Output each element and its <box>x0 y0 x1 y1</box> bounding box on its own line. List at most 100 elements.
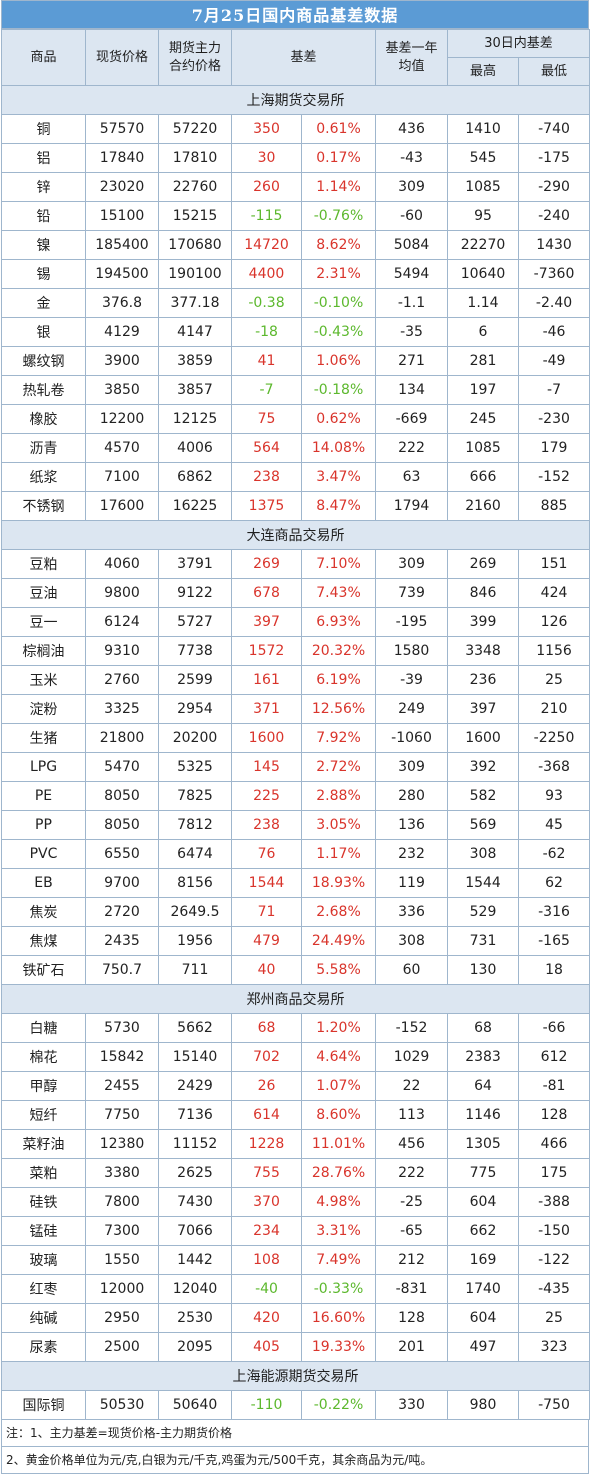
cell-spot: 2720 <box>85 897 159 927</box>
cell-spot: 7750 <box>85 1100 159 1130</box>
table-row: 纸浆 7100 6862 238 3.47% 63 666 -152 <box>1 462 590 492</box>
cell-name: PE <box>1 781 86 811</box>
cell-name: 淀粉 <box>1 694 86 724</box>
cell-spot: 4570 <box>85 433 159 463</box>
table-row: 锡 194500 190100 4400 2.31% 5494 10640 -7360 <box>1 259 590 289</box>
section-title: 大连商品交易所 <box>0 520 590 550</box>
cell-avg: 309 <box>375 752 449 782</box>
cell-high: 308 <box>447 839 520 869</box>
cell-name: 螺纹钢 <box>1 346 86 376</box>
cell-basis: 225 <box>231 781 302 811</box>
cell-low: -368 <box>518 752 590 782</box>
cell-avg: -831 <box>375 1274 449 1304</box>
cell-futures: 5727 <box>158 607 232 637</box>
cell-avg: -1.1 <box>375 288 449 318</box>
cell-futures: 2625 <box>158 1158 232 1188</box>
cell-low: 25 <box>518 1303 590 1333</box>
cell-futures: 2429 <box>158 1071 232 1101</box>
cell-avg: -25 <box>375 1187 449 1217</box>
cell-spot: 2950 <box>85 1303 159 1333</box>
cell-spot: 9800 <box>85 578 159 608</box>
cell-high: 1740 <box>447 1274 520 1304</box>
cell-avg: 5494 <box>375 259 449 289</box>
cell-name: 尿素 <box>1 1332 86 1362</box>
cell-high: 2160 <box>447 491 520 521</box>
cell-high: 245 <box>447 404 520 434</box>
cell-high: 1085 <box>447 172 520 202</box>
table-row: 热轧卷 3850 3857 -7 -0.18% 134 197 -7 <box>1 375 590 405</box>
cell-spot: 376.8 <box>85 288 159 318</box>
cell-futures: 12040 <box>158 1274 232 1304</box>
cell-avg: 436 <box>375 114 449 144</box>
cell-basis: -115 <box>231 201 302 231</box>
cell-pct: 1.06% <box>300 346 377 376</box>
cell-name: LPG <box>1 752 86 782</box>
cell-low: -46 <box>518 317 590 347</box>
cell-futures: 16225 <box>158 491 232 521</box>
column-header-avg: 基差一年 均值 <box>375 29 449 86</box>
cell-low: 885 <box>518 491 590 521</box>
cell-spot: 2455 <box>85 1071 159 1101</box>
cell-futures: 6474 <box>158 839 232 869</box>
section-title: 上海期货交易所 <box>0 85 590 115</box>
cell-pct: 19.33% <box>300 1332 377 1362</box>
table-row: 短纤 7750 7136 614 8.60% 113 1146 128 <box>1 1100 590 1130</box>
cell-high: 68 <box>447 1013 520 1043</box>
cell-futures: 377.18 <box>158 288 232 318</box>
cell-avg: 136 <box>375 810 449 840</box>
section-title: 上海能源期货交易所 <box>0 1361 590 1391</box>
cell-name: PP <box>1 810 86 840</box>
cell-avg: 63 <box>375 462 449 492</box>
cell-pct: 24.49% <box>300 926 377 956</box>
cell-spot: 5730 <box>85 1013 159 1043</box>
cell-high: 22270 <box>447 230 520 260</box>
cell-basis: 30 <box>231 143 302 173</box>
cell-low: 128 <box>518 1100 590 1130</box>
cell-name: 豆粕 <box>1 549 86 579</box>
cell-basis: 1228 <box>231 1129 302 1159</box>
cell-high: 980 <box>447 1390 520 1420</box>
cell-low: 18 <box>518 955 590 985</box>
cell-futures: 6862 <box>158 462 232 492</box>
cell-avg: 739 <box>375 578 449 608</box>
cell-basis: 479 <box>231 926 302 956</box>
cell-high: 582 <box>447 781 520 811</box>
cell-low: 210 <box>518 694 590 724</box>
cell-pct: 28.76% <box>300 1158 377 1188</box>
table-row: 国际铜 50530 50640 -110 -0.22% 330 980 -750 <box>1 1390 590 1420</box>
cell-basis: 1572 <box>231 636 302 666</box>
cell-futures: 190100 <box>158 259 232 289</box>
cell-high: 604 <box>447 1303 520 1333</box>
cell-futures: 1956 <box>158 926 232 956</box>
cell-low: -316 <box>518 897 590 927</box>
cell-basis: 678 <box>231 578 302 608</box>
table-row: 铁矿石 750.7 711 40 5.58% 60 130 18 <box>1 955 590 985</box>
table-row: 豆油 9800 9122 678 7.43% 739 846 424 <box>1 578 590 608</box>
cell-name: 纸浆 <box>1 462 86 492</box>
table-row: 不锈钢 17600 16225 1375 8.47% 1794 2160 885 <box>1 491 590 521</box>
table-row: 螺纹钢 3900 3859 41 1.06% 271 281 -49 <box>1 346 590 376</box>
cell-futures: 4006 <box>158 433 232 463</box>
cell-low: -165 <box>518 926 590 956</box>
cell-high: 130 <box>447 955 520 985</box>
cell-futures: 7738 <box>158 636 232 666</box>
cell-high: 281 <box>447 346 520 376</box>
footnote-1: 注：1、主力基差=现货价格-主力期货价格 <box>1 1420 589 1447</box>
cell-spot: 9700 <box>85 868 159 898</box>
cell-spot: 5470 <box>85 752 159 782</box>
cell-avg: -35 <box>375 317 449 347</box>
cell-name: 焦煤 <box>1 926 86 956</box>
cell-low: -7 <box>518 375 590 405</box>
cell-pct: 7.49% <box>300 1245 377 1275</box>
cell-futures: 711 <box>158 955 232 985</box>
cell-name: 锰硅 <box>1 1216 86 1246</box>
cell-high: 1544 <box>447 868 520 898</box>
cell-spot: 3380 <box>85 1158 159 1188</box>
cell-pct: 20.32% <box>300 636 377 666</box>
cell-avg: 60 <box>375 955 449 985</box>
cell-spot: 3850 <box>85 375 159 405</box>
cell-futures: 22760 <box>158 172 232 202</box>
column-header-spot: 现货价格 <box>85 29 159 86</box>
cell-avg: 232 <box>375 839 449 869</box>
cell-spot: 12000 <box>85 1274 159 1304</box>
